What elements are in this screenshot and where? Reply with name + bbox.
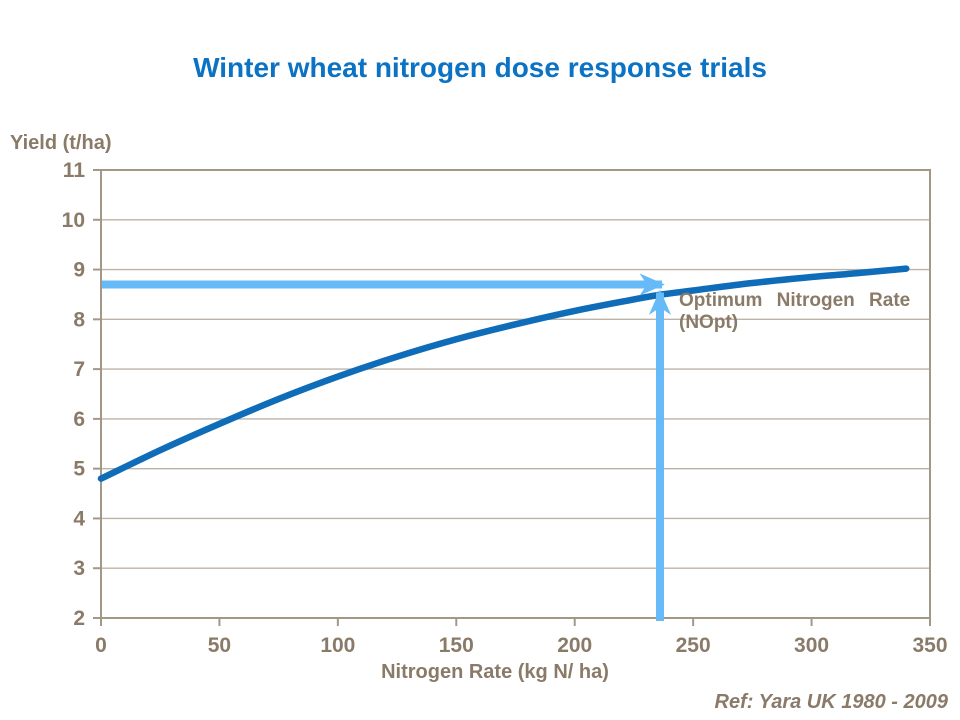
y-tick-label: 11 (63, 159, 86, 182)
y-tick-label: 3 (73, 557, 85, 580)
x-tick-label: 150 (439, 634, 474, 657)
y-tick-label: 9 (73, 259, 85, 282)
y-tick-label: 8 (73, 308, 85, 331)
y-tick-label: 6 (73, 408, 85, 431)
reference-note: Ref: Yara UK 1980 - 2009 (714, 691, 948, 713)
optimum-annotation-line2: (NOpt) (679, 312, 739, 333)
page-title: Winter wheat nitrogen dose response tria… (193, 52, 767, 83)
x-tick-label: 300 (794, 634, 829, 657)
x-tick-label: 350 (912, 634, 947, 657)
x-tick-label: 100 (320, 634, 355, 657)
optimum-annotation-line1: Optimum Nitrogen Rate (679, 290, 911, 311)
x-tick-label: 200 (557, 634, 592, 657)
y-axis-title: Yield (t/ha) (10, 132, 112, 154)
x-tick-label: 250 (676, 634, 711, 657)
y-tick-label: 4 (73, 507, 85, 530)
y-tick-label: 5 (73, 458, 85, 481)
yield-response-curve (97, 265, 910, 482)
y-tick-label: 2 (73, 607, 85, 630)
y-tick-label: 7 (73, 358, 85, 381)
x-tick-label: 50 (208, 634, 231, 657)
y-tick-label: 10 (62, 209, 85, 232)
optimum-annotation: Optimum Nitrogen Rate (NOpt) (679, 290, 929, 334)
x-tick-label: 0 (95, 634, 107, 657)
x-axis-title: Nitrogen Rate (kg N/ ha) (381, 661, 609, 683)
